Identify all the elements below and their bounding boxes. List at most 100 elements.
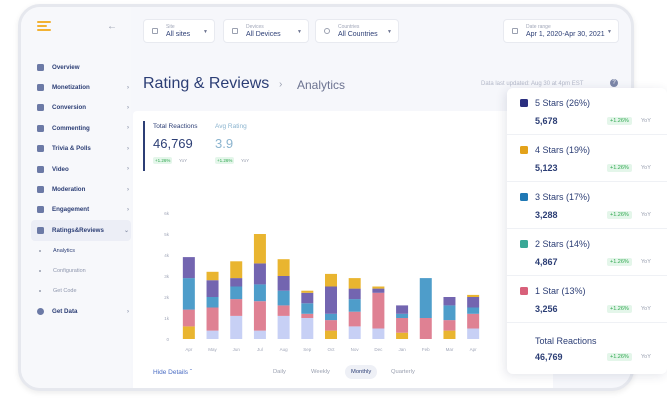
sidebar-subitem-configuration[interactable]: Configuration [31,261,131,281]
bar-segment[interactable] [396,332,409,339]
bar-segment[interactable] [277,290,290,306]
sidebar-item-commenting[interactable]: Commenting › [31,118,131,138]
sidebar-item-label: Moderation [52,186,86,194]
bar-segment[interactable] [467,297,480,308]
arrow-left-icon[interactable]: ← [107,21,117,32]
bar-segment[interactable] [301,303,314,314]
bar-segment[interactable] [348,288,361,300]
bar-segment[interactable] [230,315,243,339]
bar-segment[interactable] [230,278,243,287]
bar-segment[interactable] [301,292,314,304]
breadcrumb[interactable]: Analytics [297,78,346,92]
bar-segment[interactable] [467,307,480,314]
bar-segment[interactable] [372,292,385,329]
logo-icon[interactable] [37,21,51,31]
bar-segment[interactable] [348,278,361,289]
bar-segment[interactable] [182,278,195,310]
bar-segment[interactable] [277,259,290,276]
bar-segment[interactable] [182,257,195,279]
total-reactions-label[interactable]: Total Reactions [153,123,198,130]
sidebar-item-moderation[interactable]: Moderation › [31,179,131,199]
bar-segment[interactable] [301,290,314,293]
devices-filter[interactable]: Devices All Devices ▼ [223,19,309,43]
bar-segment[interactable] [419,278,432,318]
legend-row-1-star[interactable]: 1 Star (13%) 3,256 +1.26% YoY [507,276,667,323]
bar-segment[interactable] [277,276,290,291]
bar-segment[interactable] [325,273,337,287]
bar-segment[interactable] [467,294,480,297]
bar-segment[interactable] [467,328,480,340]
countries-filter[interactable]: Countries All Countries ▼ [315,19,399,43]
sidebar-item-overview[interactable]: Overview [31,57,131,77]
bar-segment[interactable] [467,313,480,329]
bar-segment[interactable] [253,263,266,285]
bar-segment[interactable] [230,286,243,300]
bar-segment[interactable] [443,330,456,339]
y-tick-label: 4k [164,253,170,258]
x-tick-label: Sep [303,347,312,352]
legend-row-2-stars[interactable]: 2 Stars (14%) 4,867 +1.26% YoY [507,229,667,276]
bar-segment[interactable] [230,299,243,316]
bar-segment[interactable] [443,297,456,306]
bar-segment[interactable] [348,326,361,339]
sidebar-item-conversion[interactable]: Conversion › [31,98,131,118]
bar-segment[interactable] [325,320,337,331]
bar-segment[interactable] [253,284,266,302]
date-range-filter[interactable]: Date range Apr 1, 2020-Apr 30, 2021 ▼ [503,19,619,43]
bar-segment[interactable] [206,280,219,297]
bar-segment[interactable] [325,313,337,321]
bar-segment[interactable] [443,320,456,331]
total-reactions-badge: +1.26% [153,157,173,164]
bar-segment[interactable] [372,286,385,289]
hide-details-button[interactable]: Hide Details ˆ [153,369,192,376]
bar-segment[interactable] [230,261,243,279]
bar-segment[interactable] [396,313,409,318]
period-quarterly[interactable]: Quarterly [391,369,415,375]
bar-segment[interactable] [325,286,337,314]
bar-segment[interactable] [372,328,385,340]
bar-segment[interactable] [301,313,314,318]
bar-segment[interactable] [206,307,219,331]
sidebar-subitem-analytics[interactable]: Analytics [31,241,131,261]
bar-segment[interactable] [206,271,219,281]
bar-segment[interactable] [182,309,195,327]
bar-segment[interactable] [206,297,219,308]
bar-segment[interactable] [372,288,385,293]
sidebar-item-ratings-reviews[interactable]: Ratings&Reviews ⌄ [31,220,131,241]
site-filter[interactable]: Site All sites ▼ [143,19,215,43]
bar-segment[interactable] [301,318,314,339]
bar-segment[interactable] [253,330,266,339]
period-daily[interactable]: Daily [273,369,286,375]
bar-segment[interactable] [348,299,361,312]
bar-segment[interactable] [277,305,290,316]
period-weekly[interactable]: Weekly [311,369,330,375]
sidebar-item-monetization[interactable]: Monetization › [31,77,131,97]
legend-row-5-stars[interactable]: 5 Stars (26%) 5,678 +1.26% YoY [507,88,667,135]
legend-swatch [520,99,528,107]
bar-segment[interactable] [396,318,409,333]
bar-segment[interactable] [396,305,409,314]
bar-segment[interactable] [206,330,219,339]
bar-segment[interactable] [443,305,456,321]
sidebar-subitem-get-code[interactable]: Get Code [31,281,131,301]
bar-segment[interactable] [325,330,337,339]
overview-icon [37,63,44,71]
period-monthly[interactable]: Monthly [345,365,378,379]
sidebar-item-engagement[interactable]: Engagement › [31,200,131,220]
sidebar-item-label: Engagement [52,206,90,214]
avg-rating-label[interactable]: Avg Rating [215,123,247,130]
legend-row-3-stars[interactable]: 3 Stars (17%) 3,288 +1.26% YoY [507,182,667,229]
bar-segment[interactable] [277,315,290,339]
bar-segment[interactable] [253,301,266,331]
help-icon[interactable]: ? [610,79,618,87]
bar-segment[interactable] [419,318,432,339]
sidebar-item-get-data[interactable]: Get Data › [31,302,131,322]
legend-total-value: 46,769 [535,352,563,362]
sidebar-item-video[interactable]: Video › [31,159,131,179]
legend-row-4-stars[interactable]: 4 Stars (19%) 5,123 +1.26% YoY [507,135,667,182]
bar-segment[interactable] [253,234,266,264]
sidebar-item-trivia-polls[interactable]: Trivia & Polls › [31,139,131,159]
bar-segment[interactable] [348,311,361,327]
total-reactions-yoy: YoY [179,158,188,163]
bar-segment[interactable] [182,326,195,339]
